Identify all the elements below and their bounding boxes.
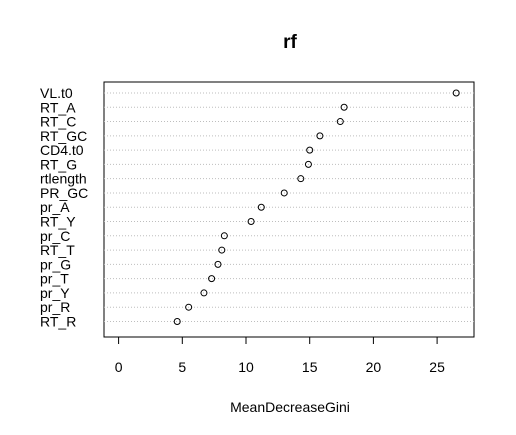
data-point bbox=[304, 160, 312, 168]
x-axis-label: MeanDecreaseGini bbox=[230, 399, 350, 415]
y-label: VL.t0 bbox=[40, 85, 73, 101]
data-point bbox=[218, 246, 226, 254]
data-point bbox=[306, 146, 314, 154]
y-label: pr_R bbox=[40, 299, 70, 315]
data-point bbox=[220, 232, 228, 240]
data-point bbox=[280, 189, 288, 197]
plot-frame bbox=[103, 81, 475, 338]
data-point bbox=[336, 118, 344, 126]
data-points bbox=[173, 89, 460, 325]
y-label: RT_G bbox=[40, 156, 77, 172]
y-label: RT_Y bbox=[40, 214, 76, 230]
data-point bbox=[452, 89, 460, 97]
x-tick-label: 5 bbox=[178, 359, 186, 375]
y-label: RT_T bbox=[40, 242, 75, 258]
data-point bbox=[316, 132, 324, 140]
data-point bbox=[185, 303, 193, 311]
x-axis: 0 5 10 15 20 25 bbox=[115, 337, 445, 375]
x-tick-label: 25 bbox=[429, 359, 445, 375]
data-point bbox=[257, 203, 265, 211]
data-point bbox=[208, 275, 216, 283]
data-point bbox=[340, 103, 348, 111]
y-label: pr_C bbox=[40, 228, 70, 244]
data-point bbox=[173, 317, 181, 325]
y-label: RT_R bbox=[40, 313, 76, 329]
data-point bbox=[297, 175, 305, 183]
y-label: rtlength bbox=[40, 171, 87, 187]
x-tick-label: 10 bbox=[238, 359, 254, 375]
y-label: PR_GC bbox=[40, 185, 88, 201]
data-point bbox=[200, 289, 208, 297]
y-label: RT_A bbox=[40, 99, 76, 115]
y-label: pr_Y bbox=[40, 285, 70, 301]
y-label: RT_GC bbox=[40, 128, 87, 144]
y-label: pr_G bbox=[40, 256, 71, 272]
y-label: pr_A bbox=[40, 199, 70, 215]
y-label: pr_T bbox=[40, 271, 69, 287]
y-labels: VL.t0RT_ART_CRT_GCCD4.t0RT_GrtlengthPR_G… bbox=[40, 85, 88, 329]
x-tick-label: 0 bbox=[115, 359, 123, 375]
data-point bbox=[214, 260, 222, 268]
y-label: CD4.t0 bbox=[40, 142, 84, 158]
x-tick-label: 20 bbox=[366, 359, 382, 375]
guide-lines bbox=[104, 92, 474, 322]
y-label: RT_C bbox=[40, 114, 76, 130]
x-tick-label: 15 bbox=[302, 359, 318, 375]
chart-title: rf bbox=[283, 32, 297, 53]
data-point bbox=[247, 218, 255, 226]
